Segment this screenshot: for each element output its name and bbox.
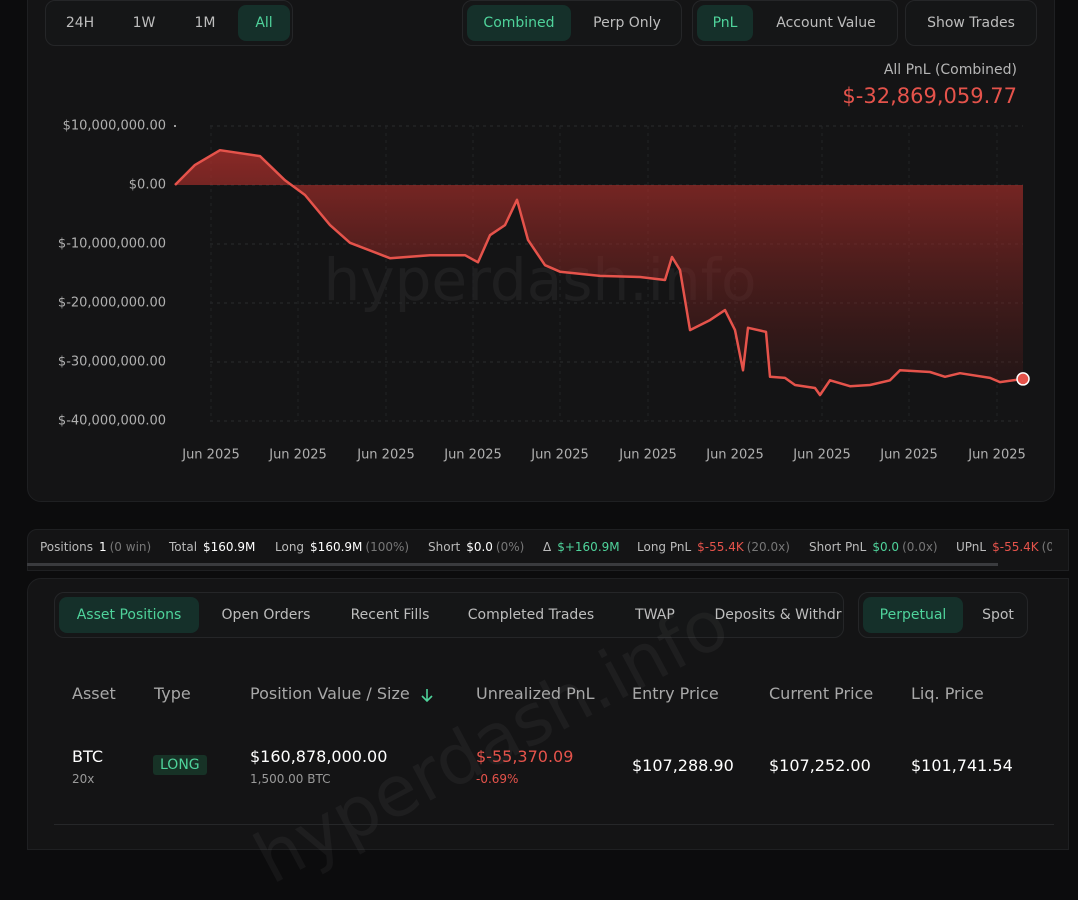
header[interactable]: Unrealized PnL bbox=[476, 684, 595, 703]
unrealized-pnl-pct: -0.69% bbox=[476, 772, 519, 786]
tab[interactable]: Deposits & Withdr bbox=[714, 607, 842, 623]
x-tick-label: Jun 2025 bbox=[181, 448, 240, 463]
stat-label: Long PnL bbox=[637, 540, 692, 554]
show-trades-button[interactable]: Show Trades bbox=[927, 15, 1015, 31]
stat: Positions 1 (0 win) bbox=[40, 540, 151, 554]
y-tick-label: $-20,000,000.00 bbox=[58, 296, 166, 311]
market-group: Perpetual Spot bbox=[858, 592, 1028, 638]
header[interactable]: Type bbox=[154, 684, 191, 703]
tab[interactable]: Open Orders bbox=[221, 607, 311, 623]
stat: UPnL $-55.4K (0 bbox=[956, 540, 1052, 554]
stat: Short $0.0 (0%) bbox=[428, 540, 524, 554]
tab[interactable]: Account Value bbox=[776, 15, 876, 31]
unrealized-pnl: $-55,370.09 bbox=[476, 747, 574, 766]
type-badge: LONG bbox=[153, 755, 207, 775]
x-tick-label: Jun 2025 bbox=[356, 448, 415, 463]
tab[interactable]: All bbox=[238, 5, 290, 41]
leverage: 20x bbox=[72, 772, 95, 786]
asset: BTC bbox=[72, 747, 103, 766]
tab[interactable]: Combined bbox=[467, 5, 571, 41]
y-tick-label: $0.00 bbox=[129, 178, 166, 193]
stat-note: (0%) bbox=[495, 540, 525, 554]
tab[interactable]: Completed Trades bbox=[467, 607, 595, 623]
y-tick-label: $10,000,000.00 bbox=[63, 119, 166, 134]
stat-value: $160.9M bbox=[310, 540, 363, 554]
x-tick-label: Jun 2025 bbox=[792, 448, 851, 463]
stat-value: $0.0 bbox=[466, 540, 493, 554]
stat-note: (0.0x) bbox=[902, 540, 938, 554]
liq-price: $101,741.54 bbox=[911, 756, 1013, 775]
stat-note: (0 win) bbox=[109, 540, 152, 554]
tab[interactable]: 1W bbox=[132, 15, 156, 31]
x-tick-label: Jun 2025 bbox=[443, 448, 502, 463]
stat-label: Positions bbox=[40, 540, 93, 554]
chart-title: All PnL (Combined) bbox=[884, 62, 1017, 78]
row-divider bbox=[54, 824, 1054, 825]
tab[interactable]: Perp Only bbox=[593, 15, 661, 31]
show-trades-group: Show Trades bbox=[905, 0, 1037, 46]
stat-value: $-55.4K bbox=[992, 540, 1039, 554]
x-tick-label: Jun 2025 bbox=[705, 448, 764, 463]
stat: Short PnL $0.0 (0.0x) bbox=[809, 540, 938, 554]
x-tick-label: Jun 2025 bbox=[967, 448, 1026, 463]
y-tick-label: $-30,000,000.00 bbox=[58, 355, 166, 370]
entry-price: $107,288.90 bbox=[632, 756, 734, 775]
stat: Total $160.9M bbox=[169, 540, 255, 554]
tab[interactable]: 1M bbox=[194, 15, 216, 31]
x-tick-label: Jun 2025 bbox=[268, 448, 327, 463]
header[interactable]: Position Value / Size bbox=[250, 684, 410, 703]
header[interactable]: Current Price bbox=[769, 684, 874, 703]
stat-value: $160.9M bbox=[203, 540, 256, 554]
tab[interactable]: PnL bbox=[697, 5, 753, 41]
chart: hyperdash.info All PnL (Combined) $-32,8… bbox=[58, 62, 1030, 463]
page: 24H 1W 1M All Combined Perp Only PnL Acc… bbox=[27, 0, 1069, 850]
stat-value: 1 bbox=[98, 540, 107, 554]
area bbox=[175, 150, 1023, 395]
y-tick-label: $-10,000,000.00 bbox=[58, 237, 166, 252]
stat-label: Long bbox=[275, 540, 305, 554]
sort-icon bbox=[421, 689, 433, 703]
tab[interactable]: Recent Fills bbox=[350, 607, 430, 623]
axis-dot bbox=[174, 125, 176, 127]
tab[interactable]: 24H bbox=[65, 15, 95, 31]
tab[interactable]: Asset Positions bbox=[59, 597, 199, 633]
stat: Long $160.9M (100%) bbox=[275, 540, 409, 554]
x-tick-label: Jun 2025 bbox=[618, 448, 677, 463]
x-tick-label: Jun 2025 bbox=[879, 448, 938, 463]
timeframe-group: 24H 1W 1M All bbox=[45, 0, 293, 46]
stat-value: $+160.9M bbox=[557, 540, 620, 554]
stat: Δ $+160.9M bbox=[543, 540, 620, 554]
tab[interactable]: Perpetual bbox=[863, 597, 963, 633]
end-point bbox=[1016, 372, 1030, 386]
stat-label: UPnL bbox=[956, 540, 987, 554]
stat: Long PnL $-55.4K (20.0x) bbox=[637, 540, 790, 554]
header[interactable]: Entry Price bbox=[632, 684, 719, 703]
stat-note: (100%) bbox=[365, 540, 410, 554]
position-value: $160,878,000.00 bbox=[250, 747, 388, 766]
x-tick-label: Jun 2025 bbox=[530, 448, 589, 463]
stat-label: Total bbox=[169, 540, 198, 554]
header[interactable]: Asset bbox=[72, 684, 116, 703]
current-price: $107,252.00 bbox=[769, 756, 871, 775]
mode-group: Combined Perp Only bbox=[462, 0, 682, 46]
chart-subtitle: $-32,869,059.77 bbox=[842, 84, 1017, 108]
tab[interactable]: TWAP bbox=[635, 607, 675, 623]
tabs-group: Asset Positions Open Orders Recent Fills Co… bbox=[54, 592, 844, 638]
stat-label: Short PnL bbox=[809, 540, 867, 554]
stat-note: (20.0x) bbox=[746, 540, 790, 554]
header[interactable]: Liq. Price bbox=[911, 684, 984, 703]
line bbox=[174, 148, 1024, 397]
stat-label: Short bbox=[428, 540, 461, 554]
y-tick-label: $-40,000,000.00 bbox=[58, 414, 166, 429]
stat-value: $0.0 bbox=[872, 540, 900, 554]
metric-group: PnL Account Value bbox=[692, 0, 898, 46]
stat-note: (0 bbox=[1041, 540, 1052, 554]
stat-label: Δ bbox=[543, 540, 552, 554]
stat-value: $-55.4K bbox=[697, 540, 744, 554]
position-size: 1,500.00 BTC bbox=[250, 772, 331, 786]
scrollbar bbox=[27, 563, 998, 566]
tab[interactable]: Spot bbox=[982, 607, 1014, 623]
